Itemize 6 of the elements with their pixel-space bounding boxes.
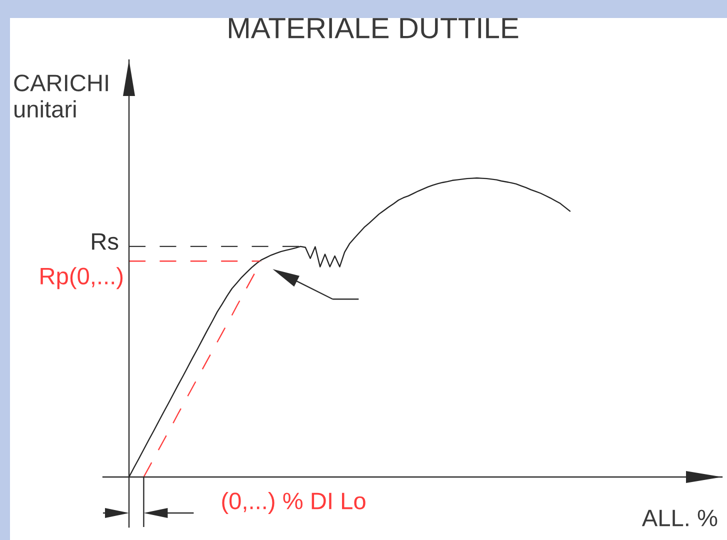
x-axis-title: ALL. % (642, 510, 718, 526)
chart-title: MATERIALE DUTTILE (228, 18, 518, 38)
y-axis-title: CARICHI unitari (14, 74, 108, 118)
text: (0,...) % DI Lo (222, 492, 366, 514)
ref-line-label: Rp(0,...) (40, 267, 123, 290)
ref-line-label: Rs (92, 233, 118, 250)
